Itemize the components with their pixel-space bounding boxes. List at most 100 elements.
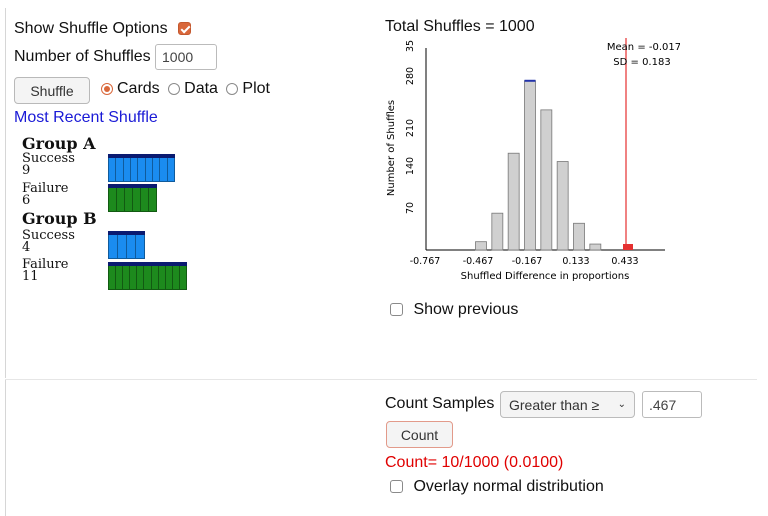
shuffle-button[interactable]: Shuffle	[14, 77, 90, 104]
group-b-failure-cards	[108, 262, 187, 290]
card-cap	[159, 154, 168, 158]
x-tick-label: -0.467	[463, 256, 494, 267]
overlay-normal-row: Overlay normal distribution	[390, 478, 604, 496]
card	[148, 184, 157, 212]
radio-cards-dot[interactable]	[101, 82, 113, 95]
threshold-input[interactable]: .467	[642, 391, 702, 418]
histogram-bar	[573, 222, 585, 251]
card-cap	[140, 184, 149, 188]
card-cap	[115, 262, 124, 266]
group-a-failure-count: 6	[22, 193, 31, 208]
card-cap	[171, 262, 180, 266]
card-cap	[150, 262, 159, 266]
x-tick-label: -0.167	[512, 256, 543, 267]
group-b-failure-count: 11	[22, 269, 39, 284]
group-a-success-label: Success	[22, 151, 75, 166]
group-b-success-label: Success	[22, 228, 75, 243]
sd-label: SD = 0.183	[613, 57, 670, 68]
group-b-success-cards	[108, 231, 145, 259]
card-cap	[117, 231, 127, 235]
left-panel-border-top	[5, 8, 6, 378]
show-options-label: Show Shuffle Options	[14, 20, 168, 37]
mean-label: Mean = -0.017	[607, 42, 680, 53]
group-a-success-cards	[108, 154, 175, 182]
card-cap	[136, 262, 145, 266]
card	[166, 154, 175, 182]
group-a-title: Group A	[22, 134, 96, 153]
histogram-bar	[491, 212, 504, 251]
show-previous-checkbox[interactable]	[390, 303, 403, 317]
y-tick-label: 280	[405, 67, 416, 85]
card-cap	[108, 231, 118, 235]
show-previous-row: Show previous	[390, 301, 518, 319]
overlay-normal-label: Overlay normal distribution	[413, 478, 604, 495]
radio-data[interactable]: Data	[168, 80, 218, 97]
card-cap	[126, 231, 136, 235]
group-a-success-count: 9	[22, 163, 31, 178]
count-samples-label: Count Samples	[385, 395, 495, 412]
card-cap	[166, 154, 175, 158]
show-previous-label: Show previous	[413, 301, 519, 318]
card-cap	[135, 231, 145, 235]
num-shuffles-input[interactable]: 1000	[155, 44, 217, 70]
num-shuffles-label: Number of Shuffles	[14, 48, 151, 65]
card	[178, 262, 187, 290]
x-tick-label: 0.133	[562, 256, 589, 267]
group-a-failure-cards	[108, 184, 157, 212]
count-result: Count= 10/1000 (0.0100)	[385, 454, 564, 471]
radio-plot[interactable]: Plot	[226, 80, 270, 97]
chevron-down-icon: ⌄	[617, 399, 626, 410]
histogram-bar	[507, 152, 520, 251]
card-cap	[116, 184, 125, 188]
card-cap	[129, 262, 138, 266]
chart-title: Total Shuffles = 1000	[385, 18, 535, 35]
comparison-select[interactable]: Greater than ≥ ⌄	[500, 391, 635, 418]
histogram-bar-top	[524, 79, 536, 82]
histogram-bar	[475, 241, 487, 251]
card-cap	[144, 154, 153, 158]
left-panel-border-bottom	[5, 380, 6, 516]
show-options-checkbox[interactable]	[178, 22, 192, 36]
highlighted-bar	[623, 244, 633, 250]
x-tick-label: -0.767	[410, 256, 441, 267]
y-tick-label: 35	[405, 40, 416, 52]
display-mode-radio-group: Cards Data Plot	[101, 80, 270, 98]
x-axis-label: Shuffled Difference in proportions	[461, 271, 630, 282]
radio-plot-dot[interactable]	[226, 82, 239, 95]
card-cap	[137, 154, 146, 158]
group-b-failure-label: Failure	[22, 257, 69, 272]
card-cap	[108, 184, 117, 188]
histogram-bar	[524, 80, 536, 251]
panel-divider	[5, 379, 757, 380]
overlay-normal-checkbox[interactable]	[390, 480, 403, 494]
show-options-row: Show Shuffle Options	[14, 20, 192, 38]
group-a-failure-label: Failure	[22, 181, 69, 196]
y-tick-label: 140	[405, 157, 416, 175]
card-cap	[164, 262, 173, 266]
group-b-success-count: 4	[22, 240, 31, 255]
histogram-bar	[589, 243, 602, 251]
radio-plot-label: Plot	[242, 80, 270, 97]
comparison-select-value: Greater than ≥	[509, 396, 600, 413]
card-cap	[124, 184, 133, 188]
y-axis-label: Number of Shuffles	[386, 100, 397, 196]
histogram-bar	[556, 161, 569, 251]
radio-cards[interactable]: Cards	[101, 80, 160, 97]
x-tick-label: 0.433	[611, 256, 638, 267]
count-button[interactable]: Count	[386, 421, 453, 448]
card-cap	[108, 262, 117, 266]
card-cap	[122, 154, 131, 158]
y-tick-label: 210	[405, 119, 416, 137]
most-recent-shuffle-link[interactable]: Most Recent Shuffle	[14, 109, 158, 126]
y-tick-label: 70	[405, 202, 416, 214]
radio-data-dot[interactable]	[168, 82, 181, 95]
radio-data-label: Data	[184, 80, 218, 97]
card-cap	[132, 184, 141, 188]
card-cap	[178, 262, 187, 266]
group-b-title: Group B	[22, 209, 97, 228]
card-cap	[115, 154, 124, 158]
card-cap	[148, 184, 157, 188]
card-cap	[108, 154, 117, 158]
histogram-chart: Mean = -0.017 SD = 0.183 -0.767 -0.467 -0.16…	[386, 38, 680, 282]
card-cap	[152, 154, 161, 158]
